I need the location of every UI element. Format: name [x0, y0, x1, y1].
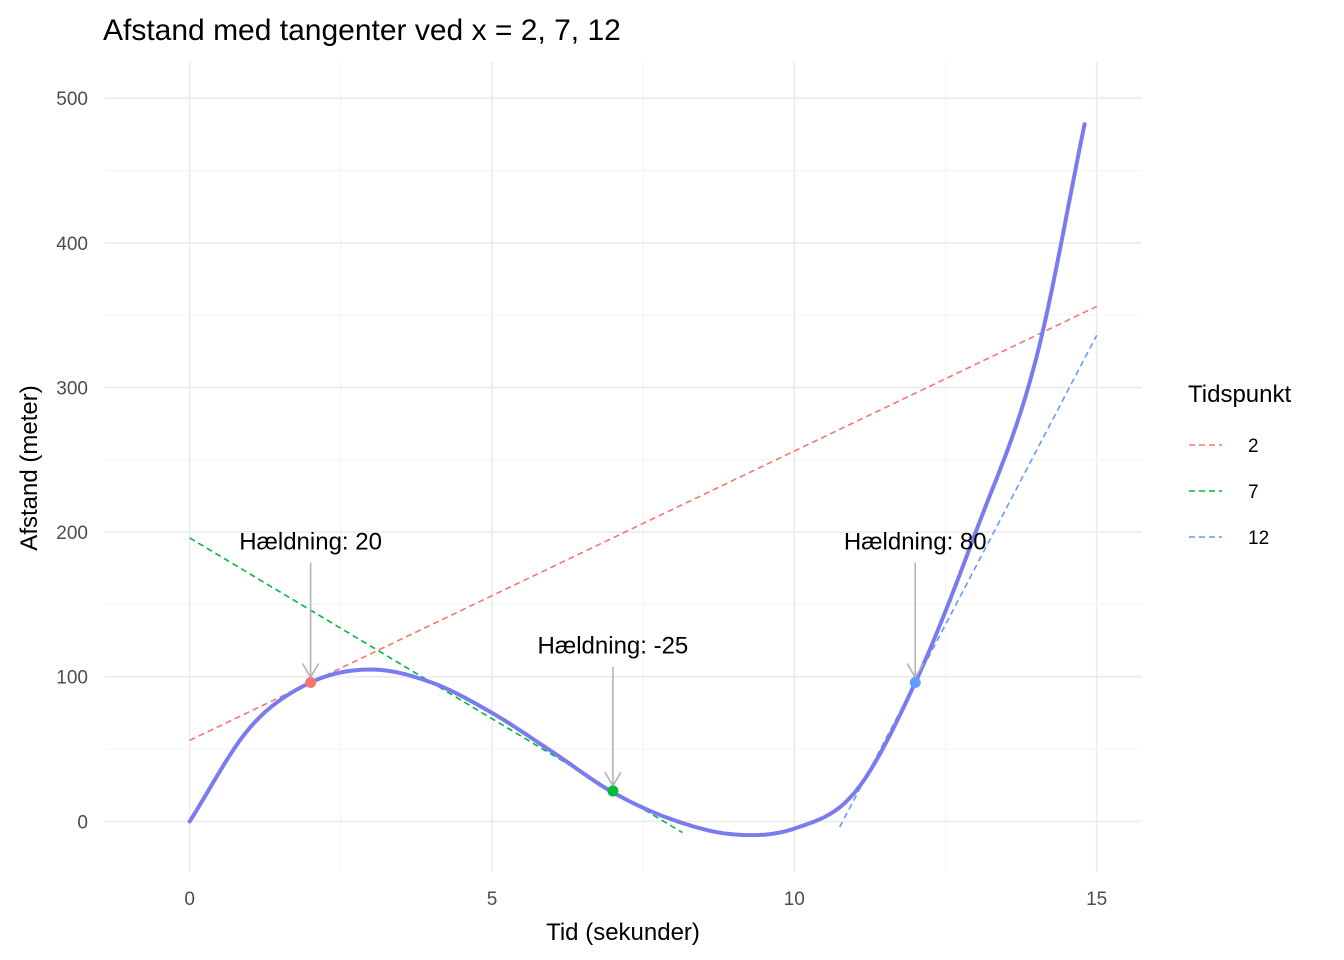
- y-axis-ticks: 0 100 200 300 400 500: [56, 89, 88, 833]
- y-tick-label: 500: [56, 89, 88, 110]
- x-axis-ticks: 0 5 10 15: [184, 889, 1107, 910]
- x-axis-title: Tid (sekunder): [546, 919, 700, 946]
- annotation-label: Hældning: 20: [239, 528, 382, 555]
- legend: Tidspunkt 2 7 12: [1188, 381, 1291, 549]
- annotation-label: Hældning: 80: [844, 528, 987, 555]
- grid: [105, 62, 1142, 872]
- y-axis-title: Afstand (meter): [16, 385, 43, 550]
- y-tick-label: 300: [56, 378, 88, 399]
- tangent-point: [909, 677, 921, 689]
- x-tick-label: 15: [1086, 889, 1107, 910]
- distance-curve-line: [187, 122, 1087, 838]
- annotation-arrows: [301, 562, 924, 788]
- legend-label: 12: [1248, 528, 1269, 549]
- legend-title: Tidspunkt: [1188, 381, 1291, 408]
- tangent-points: [305, 677, 921, 797]
- x-tick-label: 5: [487, 889, 498, 910]
- distance-curve: [187, 122, 1087, 838]
- legend-label: 2: [1248, 436, 1259, 457]
- y-tick-label: 400: [56, 234, 88, 255]
- y-tick-label: 0: [77, 812, 88, 833]
- annotations: Hældning: 20 Hældning: -25 Hældning: 80: [239, 528, 986, 659]
- tangent-point: [305, 677, 317, 689]
- y-tick-label: 100: [56, 668, 88, 689]
- tangent-line-7: [189, 537, 683, 834]
- legend-label: 7: [1248, 482, 1259, 503]
- tangent-point: [607, 785, 619, 797]
- tangent-line-2: [189, 305, 1097, 742]
- y-tick-label: 200: [56, 523, 88, 544]
- annotation-label: Hældning: -25: [538, 633, 689, 660]
- x-tick-label: 10: [784, 889, 805, 910]
- chart-title: Afstand med tangenter ved x = 2, 7, 12: [103, 14, 621, 47]
- x-tick-label: 0: [184, 889, 195, 910]
